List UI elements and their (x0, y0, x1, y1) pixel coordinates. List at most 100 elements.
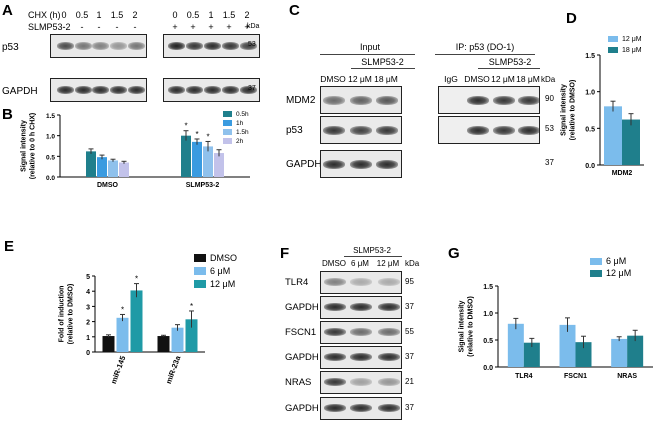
blot-strip (438, 116, 540, 144)
panel-a-kda-header: kDa (247, 23, 260, 30)
y-tick-label: 0.0 (483, 365, 493, 372)
slmp-value: + (244, 22, 250, 32)
bar (157, 336, 170, 352)
y-tick-label: 0.0 (585, 163, 595, 170)
slmp-value: + (226, 22, 232, 32)
blot-label: GAPDH (286, 159, 322, 170)
blot-band (493, 96, 515, 105)
category-label: DMSO (97, 182, 119, 189)
y-tick-label: 1.0 (585, 90, 595, 97)
slmp-value: + (172, 22, 178, 32)
bar (171, 327, 184, 352)
blot-band (493, 126, 515, 135)
significance-star: * (135, 275, 138, 284)
ip-header-line (435, 54, 535, 55)
y-tick-label: 1.5 (46, 113, 55, 120)
chx-value: 2 (244, 10, 250, 20)
chart-b: 0.0 0.5 1.0 1.5 Signal intensity (relative to… (21, 111, 250, 189)
f-treatment-line (344, 256, 402, 257)
blot-label: TLR4 (285, 277, 309, 288)
panel-c-kda-header: kDa (541, 75, 556, 84)
chx-value: 1 (96, 10, 102, 20)
f-lane-label: 12 μM (376, 259, 400, 268)
blot-band (203, 86, 221, 94)
blot-band (378, 353, 400, 361)
legend-swatch (194, 280, 206, 288)
blot-kda: 21 (405, 377, 414, 386)
blot-band (56, 42, 74, 50)
blot-band (221, 42, 239, 50)
slmp-value: - (62, 22, 66, 32)
blot-kda: 53 (545, 124, 554, 133)
panel-g-letter: G (448, 245, 460, 262)
significance-star: * (206, 132, 209, 141)
significance-star: * (195, 130, 198, 139)
y-axis-label: Signal intensity (relative to DMSO) (561, 80, 577, 141)
ip-header: IP: p53 (DO-1) (455, 42, 515, 52)
input-header-line (320, 54, 415, 55)
legend-swatch (608, 47, 618, 53)
blot-band (324, 404, 346, 412)
bar (102, 336, 115, 352)
legend-label: 18 μM (622, 47, 642, 54)
legend-swatch (194, 267, 206, 275)
blot-kda: 95 (405, 277, 414, 286)
bar (627, 335, 644, 367)
slmp-value: - (97, 22, 101, 32)
blot-band (109, 86, 127, 94)
legend-label: 6 μM (606, 256, 626, 266)
blot-label: MDM2 (286, 95, 316, 106)
y-tick-label: 1.5 (483, 284, 493, 291)
legend-swatch (223, 138, 232, 144)
slmp-value: - (133, 22, 137, 32)
blot-band (127, 86, 145, 94)
blot-strip (50, 34, 147, 58)
bar (108, 160, 118, 177)
blot-strip (320, 150, 402, 178)
blot-band (350, 278, 372, 286)
blot-band (167, 42, 185, 50)
blot-band (324, 378, 346, 386)
blot-band (323, 96, 345, 105)
y-tick-label: 0.5 (483, 338, 493, 345)
blot-band (350, 378, 372, 386)
blot-label: GAPDH (285, 403, 319, 414)
chart-g: 0.0 0.5 1.0 1.5 Signal intensity (relative to… (459, 256, 653, 380)
blot-band (109, 42, 127, 50)
blot-kda: 37 (248, 85, 256, 92)
chx-value: 0 (61, 10, 67, 20)
blot-strip (320, 371, 402, 394)
panel-d-letter: D (566, 10, 577, 27)
panel-a-letter: A (2, 2, 13, 19)
blot-band (378, 378, 400, 386)
y-tick-label: 5 (86, 274, 90, 281)
blot-band (467, 96, 489, 105)
blot-band (378, 328, 400, 336)
blot-strip (320, 116, 402, 144)
blot-band (467, 126, 489, 135)
blot-band (378, 303, 400, 311)
blot-strip (163, 78, 260, 102)
blot-strip (50, 78, 147, 102)
blot-band (376, 96, 398, 105)
slmp-value: - (115, 22, 119, 32)
slmp-value: - (80, 22, 84, 32)
legend-swatch (608, 36, 618, 42)
bar (214, 153, 224, 177)
blot-band (376, 126, 398, 135)
category-label: FSCN1 (564, 373, 587, 380)
bar (97, 157, 107, 177)
blot-label: GAPDH (2, 86, 38, 97)
blot-kda: 37 (405, 352, 414, 361)
blot-band (323, 160, 345, 169)
ip-lane-label: IgG (444, 74, 458, 84)
ip-lane-label: 12 μM (491, 74, 515, 84)
blot-band (324, 328, 346, 336)
legend-swatch (223, 129, 232, 135)
blot-band (324, 353, 346, 361)
blot-strip (320, 271, 402, 294)
bar (86, 151, 96, 177)
slmp-value: + (208, 22, 214, 32)
blot-band (74, 86, 92, 94)
blot-band (167, 86, 185, 94)
